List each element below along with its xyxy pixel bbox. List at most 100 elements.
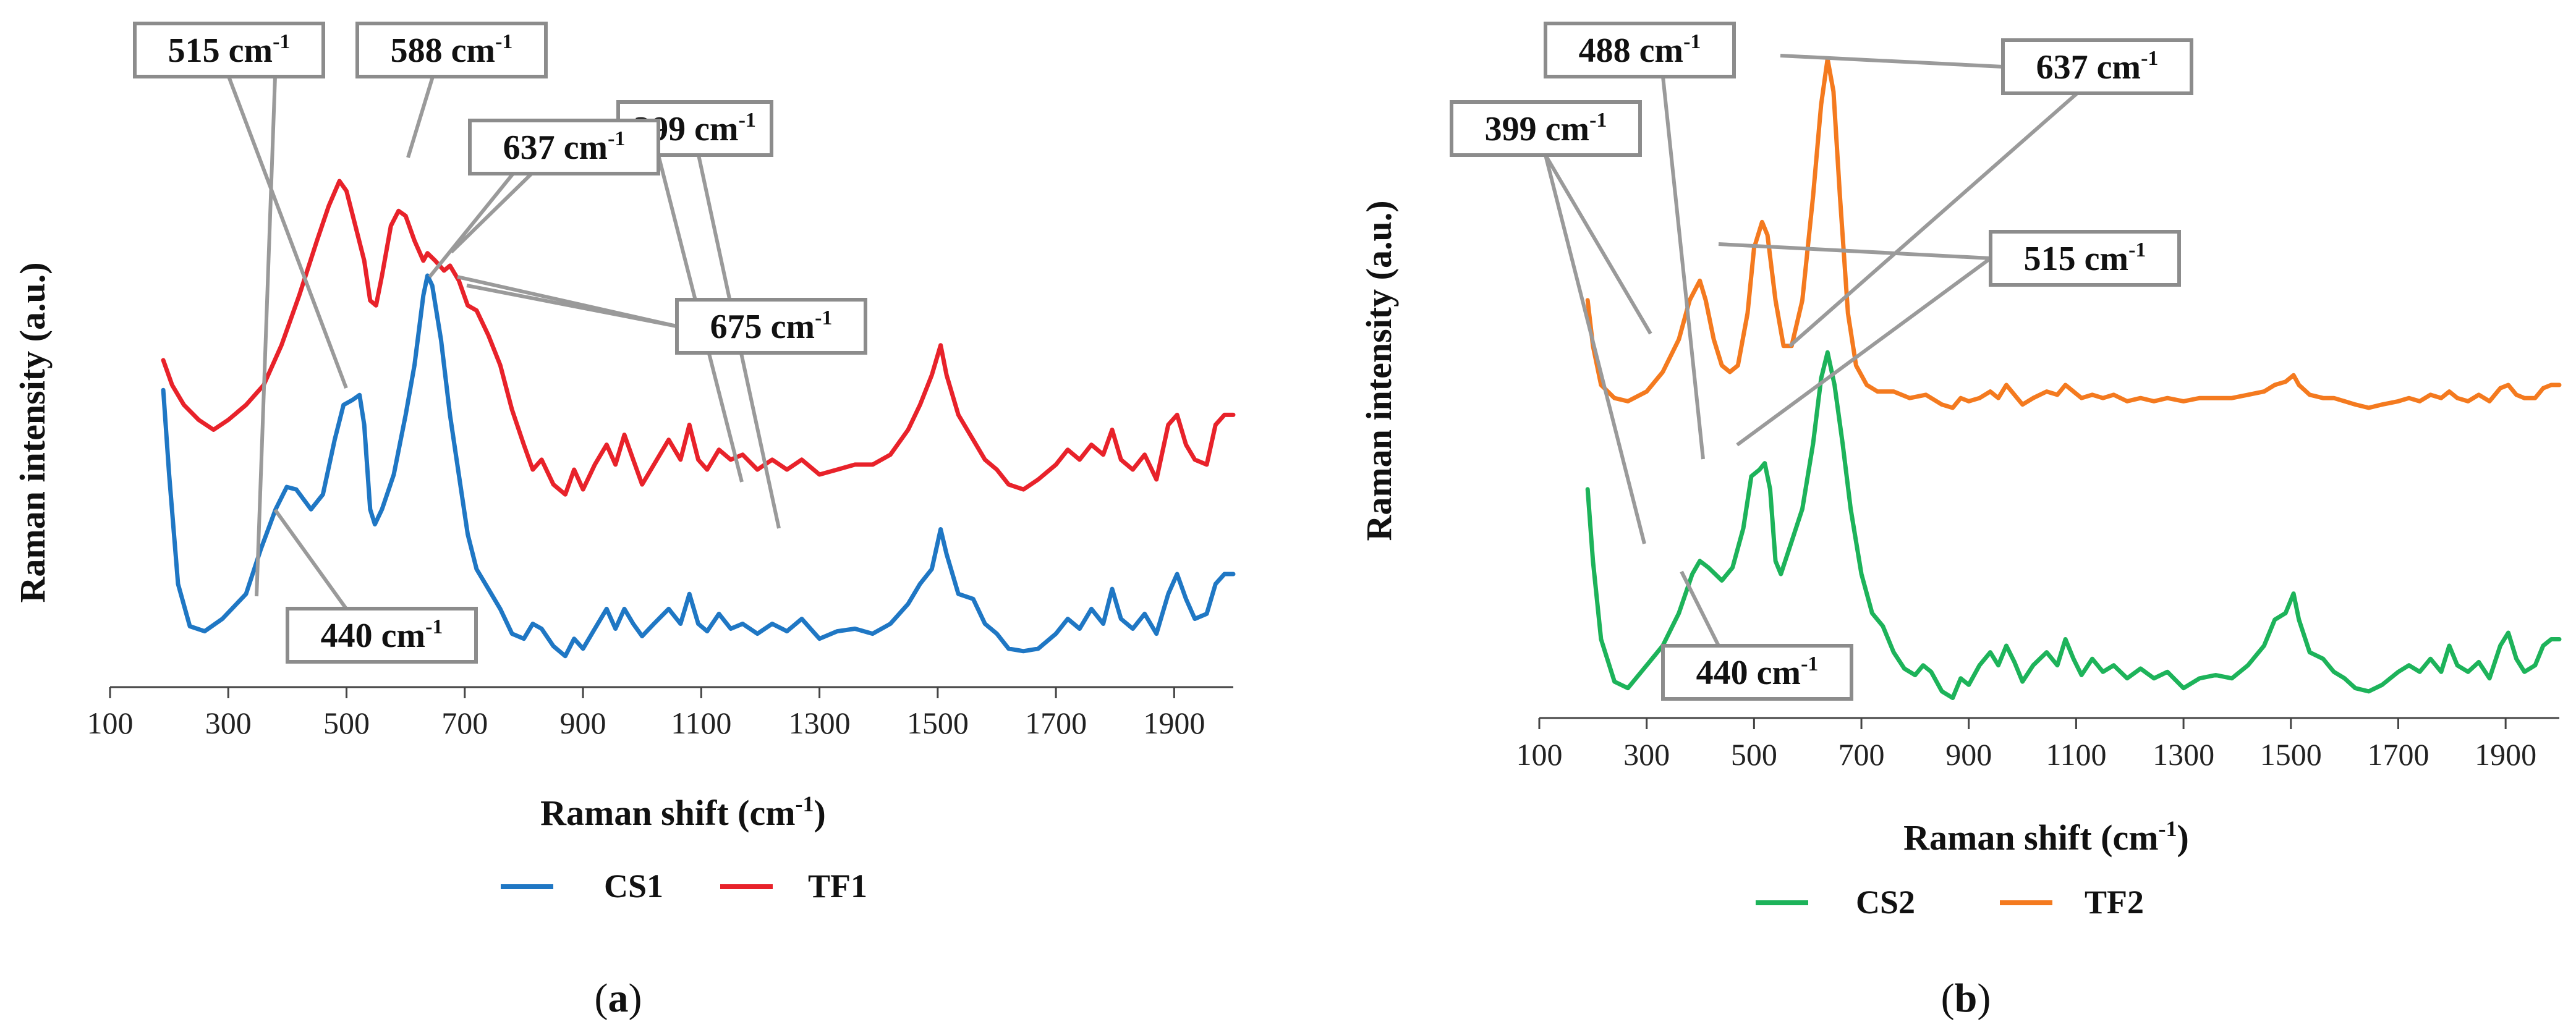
callout-box [675, 298, 867, 355]
x-tick-label: 300 [1623, 737, 1670, 772]
callout-box [1989, 230, 2181, 287]
callout-label: 675 cm-1 [710, 306, 833, 346]
x-tick-label: 1700 [1025, 706, 1087, 740]
callout-label: 440 cm-1 [321, 615, 443, 655]
callout-label: 399 cm-1 [1485, 109, 1607, 148]
peak-callout: 675 cm-1 [675, 298, 867, 355]
x-tick-label: 100 [1516, 737, 1563, 772]
callout-label-sup: -1 [273, 30, 290, 53]
panel-label-close: ) [629, 976, 642, 1021]
x-tick-label: 500 [323, 706, 370, 740]
callout-box [286, 607, 478, 664]
x-tick-label: 1900 [1143, 706, 1205, 740]
callout-box [468, 119, 660, 175]
x-axis-title-main: Raman shift (cm [1903, 817, 2158, 858]
panel-label-letter: a [608, 976, 629, 1021]
callout-leader-line [466, 284, 678, 328]
legend-label-tf1: TF1 [808, 868, 867, 905]
x-axis-title-sup: -1 [2159, 816, 2177, 841]
callout-leader-line [1718, 242, 1991, 260]
y-axis-title: Raman intensity (a.u.) [1359, 200, 1399, 541]
series-line-cs1 [161, 273, 1236, 659]
panel-b: 100 300 500 700 900 1100 1300 1500 1700 1900 399 c… [1359, 22, 2562, 1021]
panel-label: (b) [1941, 976, 1991, 1021]
x-tick-label: 1500 [2260, 737, 2322, 772]
legend-label-cs2: CS2 [1856, 884, 1915, 921]
callout-box [2001, 38, 2193, 95]
callout-leader-line [1680, 570, 1720, 647]
y-axis-title: Raman intensity (a.u.) [12, 262, 53, 602]
x-tick-label: 100 [87, 706, 134, 740]
callout-box [1544, 22, 1736, 78]
callout-label: 637 cm-1 [2036, 47, 2159, 87]
x-axis-title-close: ) [2177, 817, 2189, 858]
callout-label-sup: -1 [608, 127, 625, 150]
peak-callout: 588 cm-1 [355, 22, 548, 78]
x-tick-label: 500 [1731, 737, 1777, 772]
x-tick-label: 1100 [671, 706, 731, 740]
peak-callout: 440 cm-1 [286, 607, 478, 664]
peak-callout: 488 cm-1 [1544, 22, 1736, 78]
peak-callout: 515 cm-1 [1989, 230, 2181, 287]
callout-label: 515 cm-1 [2024, 239, 2146, 278]
x-tick-label: 900 [560, 706, 606, 740]
callout-leader-line [273, 509, 348, 610]
callout-label-main: 488 cm [1579, 32, 1684, 70]
panel-label-open: ( [1941, 976, 1955, 1021]
callout-label: 588 cm-1 [391, 30, 513, 70]
panel-label-letter: b [1955, 976, 1978, 1021]
callout-label-sup: -1 [1589, 109, 1607, 132]
x-axis-title: Raman shift (cm-1) [1903, 816, 2189, 858]
peak-callout: 637 cm-1 [468, 119, 660, 175]
callout-label-main: 637 cm [503, 129, 608, 167]
panel-label-open: ( [595, 976, 608, 1021]
x-tick-label: 700 [1838, 737, 1885, 772]
callout-label-main: 637 cm [2036, 48, 2141, 87]
x-tick-label: 900 [1945, 737, 1992, 772]
callout-leader-line [1736, 256, 1992, 447]
callout-label-sup: -1 [815, 306, 832, 329]
series-line-cs2 [1585, 350, 2562, 700]
callout-box [1661, 644, 1853, 701]
callout-label-main: 588 cm [391, 32, 496, 70]
x-tick-label: 300 [205, 706, 252, 740]
callout-box [1450, 100, 1642, 157]
callout-label-main: 440 cm [321, 617, 426, 655]
x-tick-label: 1900 [2475, 737, 2536, 772]
callout-label-sup: -1 [739, 109, 756, 132]
x-tick-label: 1500 [907, 706, 969, 740]
callout-leader-line [449, 172, 533, 254]
series-line-tf2 [1585, 57, 2562, 410]
callout-leader-line [428, 172, 515, 278]
callout-label-main: 675 cm [710, 308, 815, 346]
x-axis-title-main: Raman shift (cm [540, 793, 795, 833]
x-axis-title-close: ) [814, 793, 826, 833]
callout-label-main: 515 cm [168, 32, 273, 70]
callout-label: 440 cm-1 [1696, 653, 1819, 692]
callout-leader-line [406, 76, 435, 158]
x-tick-label: 1300 [2153, 737, 2214, 772]
x-axis-title: Raman shift (cm-1) [540, 792, 826, 833]
callout-leader-line [1661, 76, 1705, 460]
x-tick-label: 1100 [2046, 737, 2106, 772]
callout-leader-line [1544, 154, 1652, 335]
peak-callout: 637 cm-1 [2001, 38, 2193, 95]
callout-label-main: 399 cm [1485, 110, 1590, 148]
callout-label: 515 cm-1 [168, 30, 291, 70]
callout-leader-line [227, 75, 348, 389]
callout-label: 637 cm-1 [503, 127, 626, 167]
x-tick-label: 1700 [2367, 737, 2429, 772]
callout-box [133, 22, 325, 78]
panel-label-close: ) [1977, 976, 1991, 1021]
callout-label-sup: -1 [495, 30, 512, 53]
callout-label-main: 515 cm [2024, 240, 2129, 278]
callout-label-sup: -1 [1801, 653, 1818, 675]
callout-label-sup: -1 [1683, 30, 1701, 53]
callout-leader-line [1788, 91, 2078, 348]
callout-label-sup: -1 [2128, 239, 2146, 261]
panel-label: (a) [595, 976, 642, 1021]
x-axis-title-sup: -1 [796, 792, 814, 816]
peak-callout: 515 cm-1 [133, 22, 325, 78]
callout-label-main: 440 cm [1696, 654, 1801, 692]
